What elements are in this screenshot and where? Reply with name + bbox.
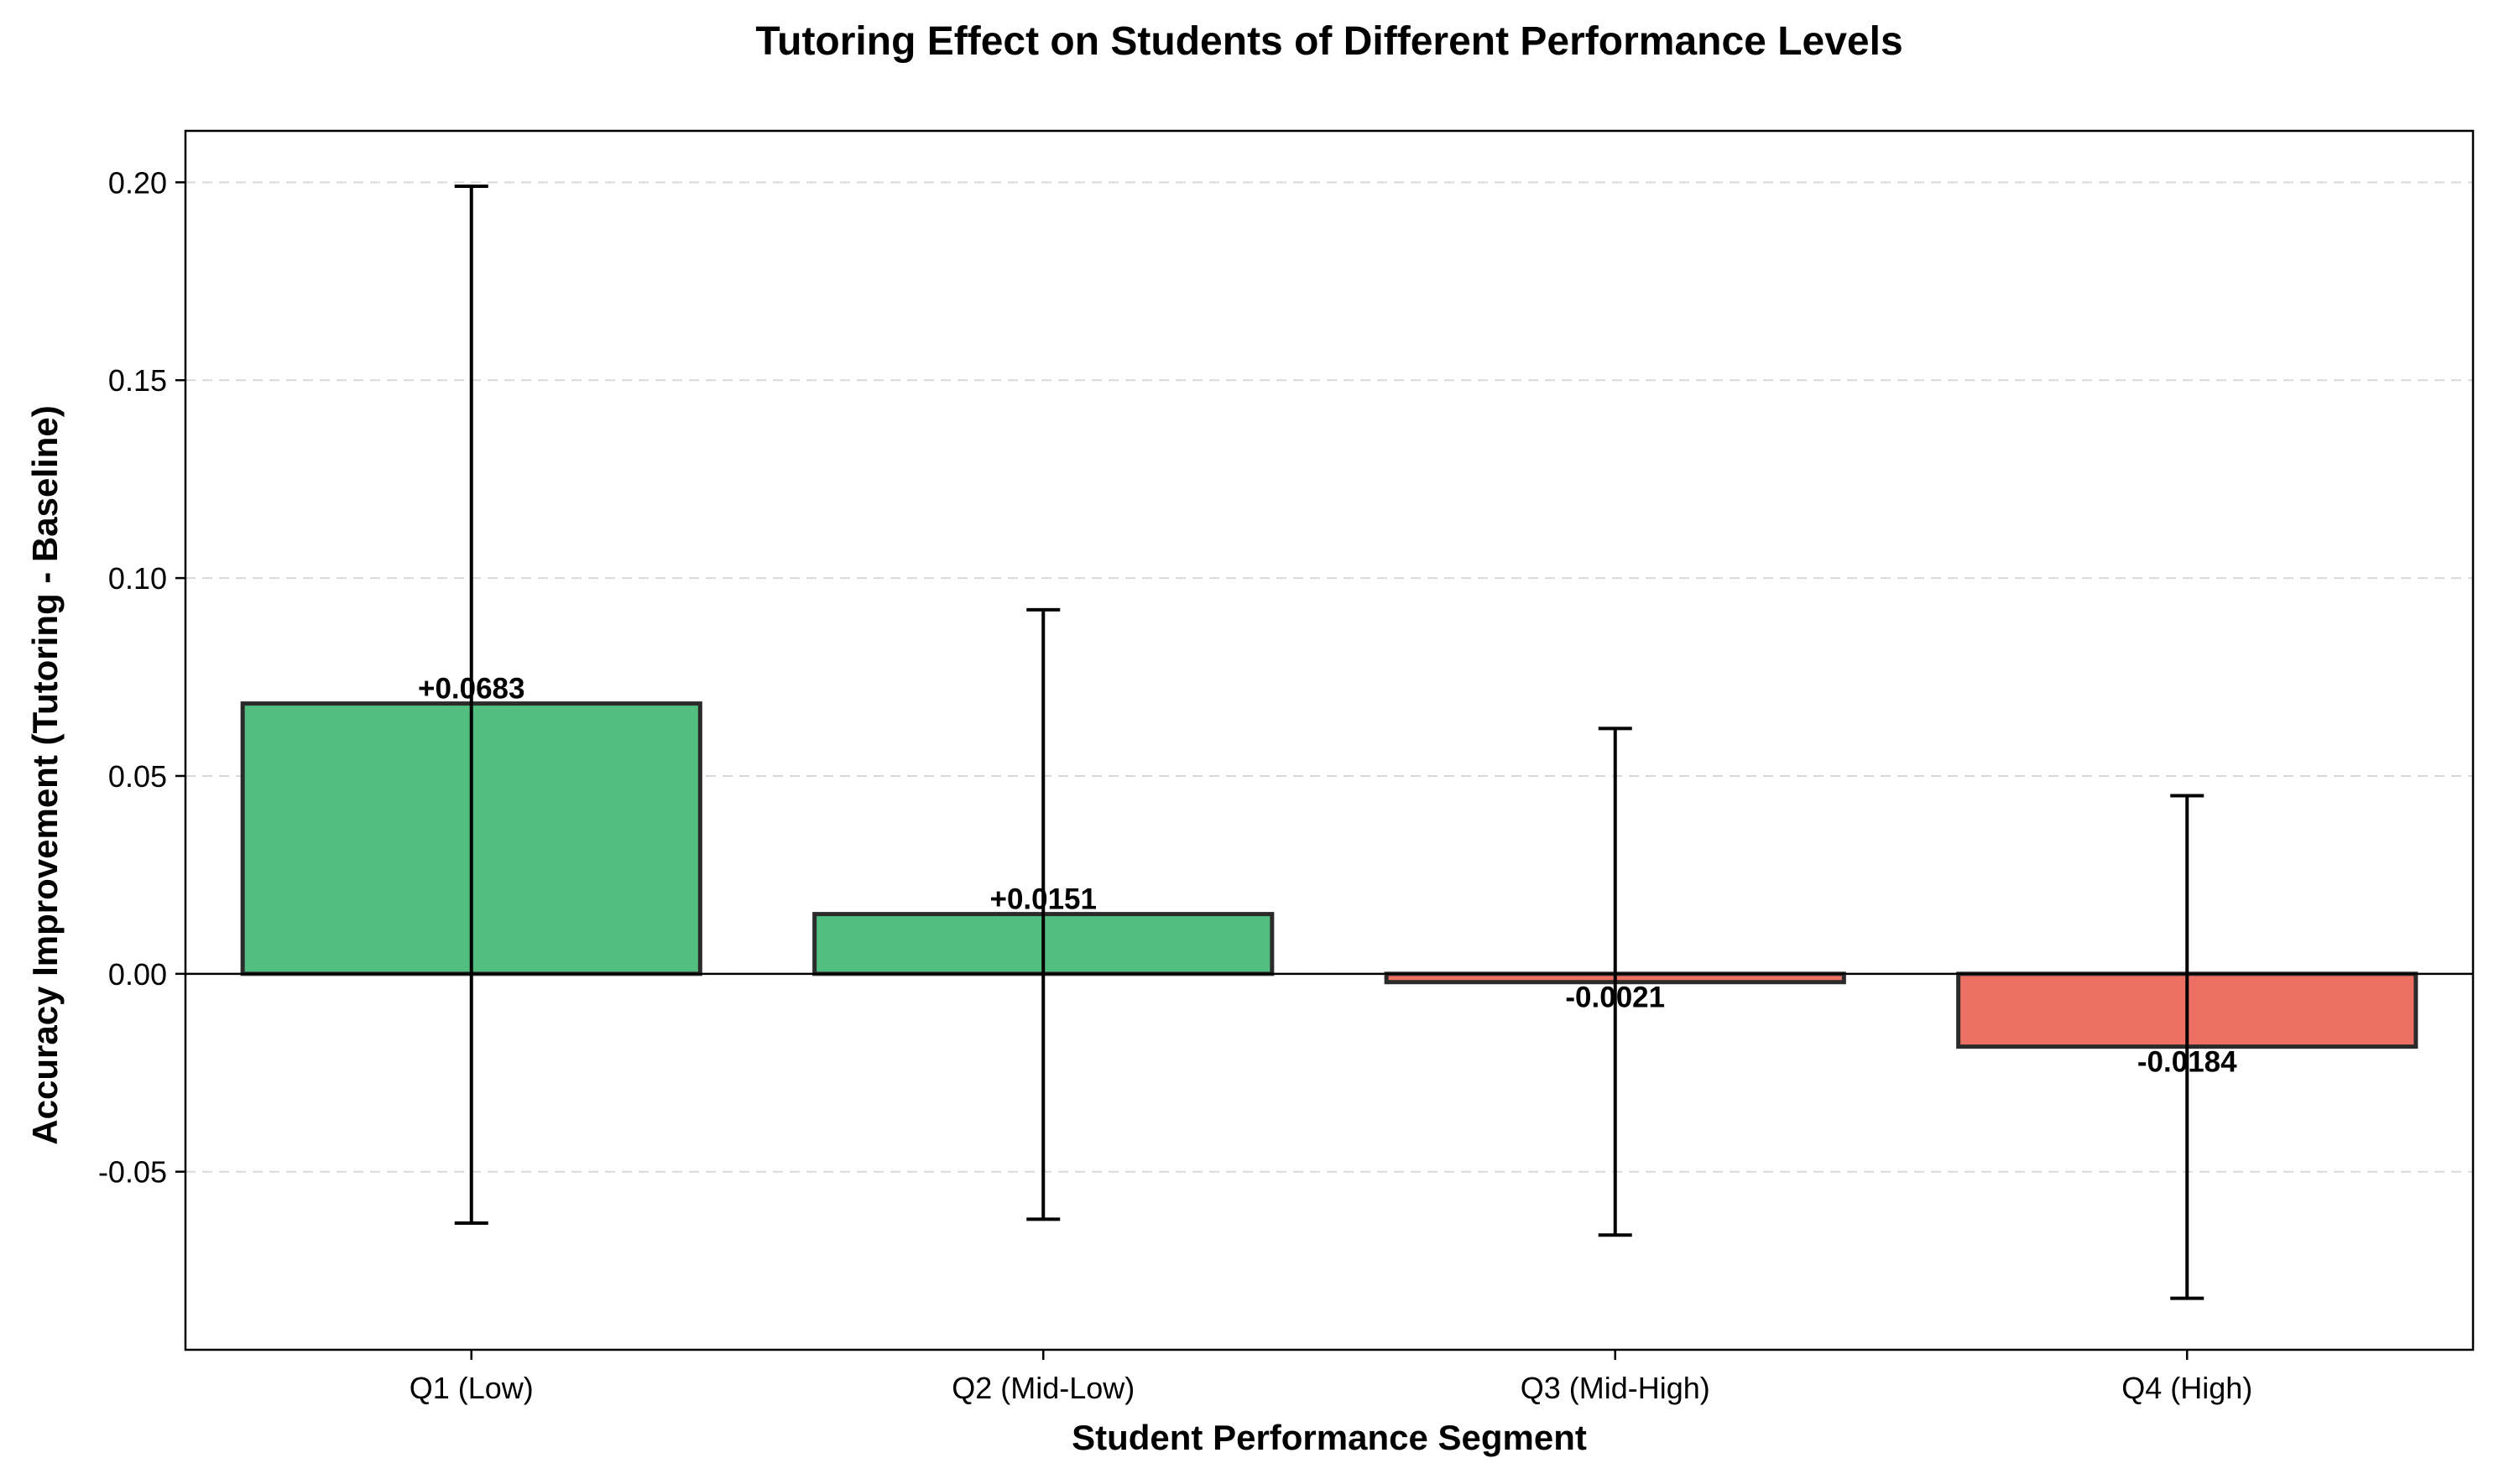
- chart-title: Tutoring Effect on Students of Different…: [755, 19, 1902, 64]
- value-labels: +0.0683 +0.0151 -0.0021 -0.0184: [418, 673, 2237, 1079]
- value-label: +0.0683: [418, 673, 525, 706]
- plot-frame: [184, 129, 2475, 1351]
- y-tick-label: 0.20: [108, 165, 167, 200]
- bars: [240, 701, 2418, 1049]
- x-tick-label: Q4 (High): [2121, 1371, 2252, 1405]
- x-axis: Q1 (Low) Q2 (Mid-Low) Q3 (Mid-High) Q4 (Hig…: [410, 1350, 2252, 1405]
- x-axis-label: Student Performance Segment: [1072, 1418, 1587, 1457]
- y-tick-label: 0.05: [108, 759, 167, 794]
- y-tick-label: 0.00: [108, 957, 167, 992]
- value-label: +0.0151: [990, 883, 1098, 916]
- x-tick-label: Q3 (Mid-High): [1521, 1371, 1710, 1405]
- y-tick-label: -0.05: [98, 1155, 167, 1190]
- x-tick-label: Q2 (Mid-Low): [952, 1371, 1135, 1405]
- value-label: -0.0184: [2137, 1046, 2237, 1079]
- y-axis: -0.05 0.00 0.05 0.10 0.15 0.20: [98, 165, 185, 1190]
- value-label: -0.0021: [1565, 982, 1665, 1014]
- error-bars: [454, 185, 2204, 1300]
- y-axis-label: Accuracy Improvement (Tutoring - Baselin…: [25, 405, 65, 1144]
- y-tick-label: 0.15: [108, 363, 167, 398]
- x-tick-label: Q1 (Low): [410, 1371, 534, 1405]
- y-tick-label: 0.10: [108, 561, 167, 596]
